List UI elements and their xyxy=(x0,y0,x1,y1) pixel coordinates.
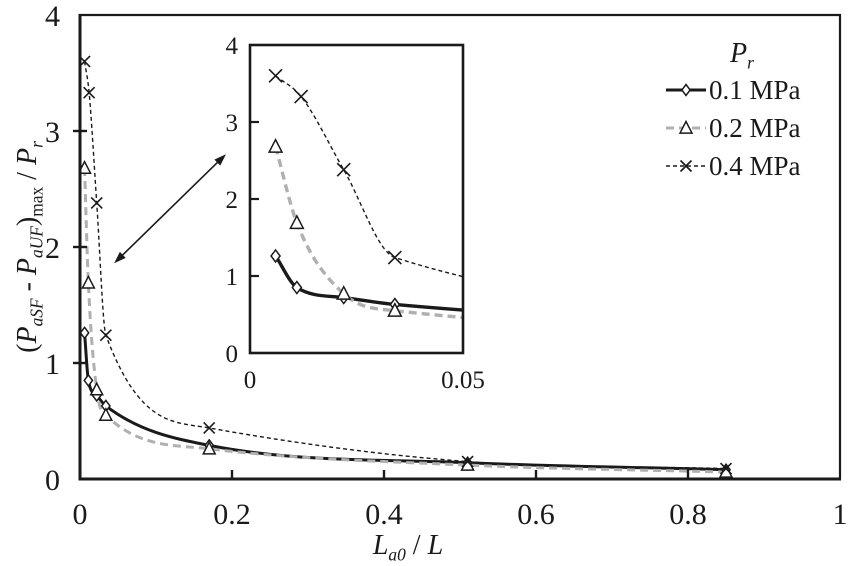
triangle-marker xyxy=(98,407,114,422)
main-tick-labels: 0 1 2 3 4 0 0.2 0.4 0.6 0.8 1 xyxy=(45,0,848,531)
triangle-marker xyxy=(267,138,284,153)
x-marker xyxy=(99,329,112,342)
inset-y-tick-label: 3 xyxy=(226,110,239,137)
triangle-marker xyxy=(80,159,92,174)
legend-item-label: 0.1 MPa xyxy=(709,75,801,105)
arrow-head xyxy=(114,251,126,264)
triangle-marker xyxy=(201,440,217,455)
series-markers xyxy=(80,55,734,478)
inset-tick-labels: 0 1 2 3 4 0 0.05 xyxy=(226,33,485,394)
x-marker xyxy=(679,159,693,173)
legend-item-label: 0.2 MPa xyxy=(709,113,801,143)
main-axes-top-right xyxy=(78,13,842,479)
triangle-marker xyxy=(678,119,694,134)
series-markers xyxy=(267,68,403,317)
x-marker xyxy=(294,89,309,104)
series-lines xyxy=(273,75,463,320)
x-tick-label: 0.4 xyxy=(365,498,403,531)
diamond-marker xyxy=(80,326,90,340)
y-tick-label: 4 xyxy=(45,0,60,33)
triangle-marker xyxy=(289,214,305,230)
legend-item-0.4-mpa: 0.4 MPa xyxy=(666,151,801,181)
x-marker xyxy=(461,455,474,468)
arrow-shaft xyxy=(118,158,222,259)
legend-item-label: 0.4 MPa xyxy=(709,151,801,181)
x-tick-label: 0.8 xyxy=(669,498,707,531)
triangle-marker xyxy=(336,285,352,300)
x-tick-label: 0 xyxy=(73,498,88,531)
markers-0.2-mpa xyxy=(267,138,403,317)
inset-ticks xyxy=(250,120,259,278)
series-lines xyxy=(83,61,727,474)
inset-x-tick-label: 0 xyxy=(244,367,257,394)
y-tick-label: 2 xyxy=(45,232,60,265)
markers-0.4-mpa xyxy=(268,68,402,265)
legend: Pr0.1 MPa 0.2 MPa 0.4 MPa xyxy=(666,38,801,181)
triangle-marker xyxy=(387,302,403,317)
x-marker xyxy=(387,250,402,265)
y-tick-label: 1 xyxy=(45,348,60,381)
main-axes-left-bottom xyxy=(78,14,841,481)
x-marker xyxy=(83,86,96,99)
markers-0.2-mpa xyxy=(80,159,734,478)
triangle-marker xyxy=(81,274,96,289)
x-tick-label: 0.2 xyxy=(213,498,251,531)
x-axis-title: La0 / L xyxy=(372,530,443,565)
diamond-marker xyxy=(680,83,692,97)
inset-y-tick-label: 4 xyxy=(226,33,239,60)
x-tick-label: 1 xyxy=(833,498,848,531)
y-tick-label: 3 xyxy=(45,116,60,149)
x-marker xyxy=(268,68,283,83)
diamond-marker xyxy=(291,280,303,295)
inset-y-tick-label: 2 xyxy=(226,187,239,214)
series-line-0.1-mpa xyxy=(83,332,727,472)
x-marker xyxy=(719,462,733,475)
x-marker xyxy=(336,162,351,177)
inset-x-tick-label: 0.05 xyxy=(441,367,485,394)
legend-title: Pr xyxy=(729,38,754,73)
legend-item-0.1-mpa: 0.1 MPa xyxy=(666,75,801,105)
diamond-marker xyxy=(83,373,94,388)
legend-item-0.2-mpa: 0.2 MPa xyxy=(666,113,801,143)
inset-y-tick-label: 0 xyxy=(226,341,239,368)
x-marker xyxy=(203,421,216,435)
x-tick-label: 0.6 xyxy=(517,498,555,531)
y-axis-title: (PaSF - PaUF)max / Pr xyxy=(12,141,47,353)
series-line-0.2-mpa xyxy=(83,168,727,474)
x-marker xyxy=(90,196,103,209)
inset-background xyxy=(250,45,463,353)
inset-plot: 0 1 2 3 4 0 0.05 xyxy=(226,33,485,394)
main-plot: 0 1 2 3 4 0 0.2 0.4 0.6 0.8 1 La0 / L (PaSF - PaUF)m… xyxy=(12,0,848,565)
series-line-0.4-mpa xyxy=(275,75,463,278)
main-ticks xyxy=(73,129,690,479)
y-tick-label: 0 xyxy=(45,464,60,497)
series-line-0.4-mpa xyxy=(83,61,727,470)
arrow-head xyxy=(214,154,226,166)
triangle-marker xyxy=(89,381,104,396)
inset-y-tick-label: 1 xyxy=(226,264,239,291)
zoom-annotation-arrow xyxy=(114,154,226,264)
diamond-marker xyxy=(270,248,281,264)
series-line-0.1-mpa xyxy=(274,255,463,312)
